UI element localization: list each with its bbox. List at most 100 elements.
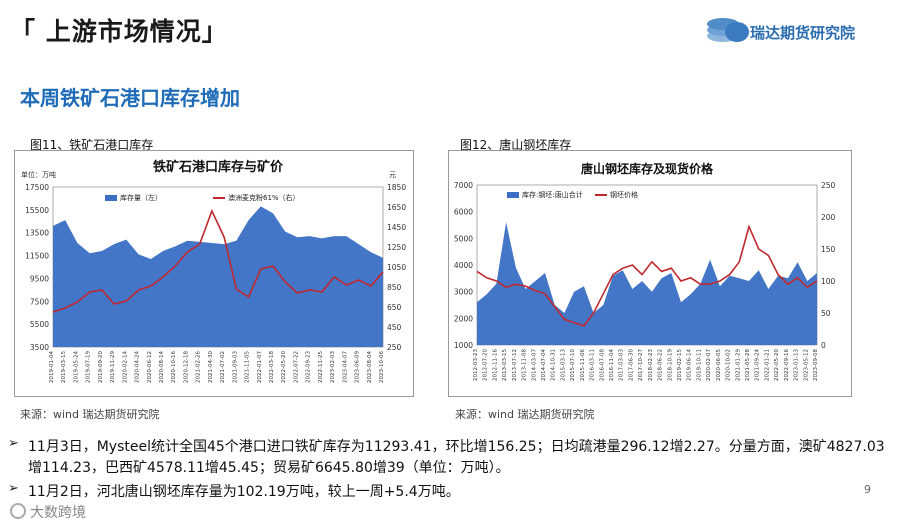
y2-tick-label: 1850 [387,183,406,192]
bullet-text: 11月2日，河北唐山钢坯库存量为102.19万吨，较上一周+5.4万吨。 [28,484,460,500]
x-tick-label: 2014-03-07 [531,349,537,381]
watermark-text: 大数跨境 [30,505,86,521]
x-tick-label: 2019-05-24 [73,351,79,383]
y-tick-label: 1000 [454,341,473,350]
y2-tick-label: 850 [387,283,402,292]
x-tick-label: 2015-11-06 [580,349,586,381]
legend-label: 澳洲麦克粉61%（右） [228,193,300,202]
figure-source-2: 来源：wind 瑞达期货研究院 [455,408,595,421]
x-tick-label: 2021-09-24 [755,349,761,381]
legend-label: 钢坯价格 [610,190,638,199]
x-tick-label: 2020-12-18 [183,351,189,383]
x-tick-label: 2021-04-30 [208,351,214,383]
slide-subtitle: 本周铁矿石港口库存增加 [20,86,240,110]
x-tick-label: 2022-09-23 [306,351,312,383]
y-tick-label: 2000 [454,314,473,323]
x-tick-label: 2023-02-03 [330,351,336,383]
chart-title: 铁矿石港口库存与矿价 [152,159,284,175]
x-tick-label: 2022-05-20 [774,349,780,381]
chart-panel-1: 铁矿石港口库存与矿价 单位：万吨 元 17500 15500 13500 11500 9500… [14,150,414,397]
y-tick-label: 3500 [30,343,49,352]
x-tick-label: 2020-08-14 [159,351,165,383]
x-tick-label: 2019-11-29 [110,351,116,383]
series-area [477,222,817,345]
x-tick-label: 2021-01-29 [735,349,741,381]
y-tick-label: 15500 [25,206,49,215]
y2-tick-label: 100 [821,277,836,286]
y-tick-label: 17500 [25,183,49,192]
y-tick-label: 13500 [25,229,49,238]
watermark: 大数跨境 [10,502,86,522]
x-tick-label: 2019-06-14 [687,349,693,381]
x-tick-label: 2022-01-21 [764,349,770,381]
y-tick-label: 4000 [454,261,473,270]
y-tick-label: 6000 [454,208,473,217]
x-tick-label: 2020-06-05 [716,349,722,381]
x-tick-label: 2018-06-22 [658,349,664,381]
legend-label: 库存量（左） [120,193,162,202]
legend-label: 库存:钢坯:唐山合计 [522,190,583,199]
x-tick-label: 2019-01-04 [49,351,55,383]
x-tick-label: 2020-06-12 [147,351,153,383]
x-tick-label: 2012-11-16 [492,349,498,381]
y-tick-label: 5500 [30,320,49,329]
x-tick-label: 2019-09-20 [98,351,104,383]
x-tick-label: 2012-03-23 [473,349,479,381]
y2-tick-label: 1250 [387,243,406,252]
x-tick-label: 2017-10-27 [638,349,644,381]
x-tick-label: 2019-10-11 [696,349,702,381]
series-line [476,224,818,327]
y2-tick-label: 150 [821,245,836,254]
chart-panel-2: 唐山钢坯库存及现货价格 7000 6000 5000 4000 3000 2000 1000 2… [448,150,852,397]
bullet-list: ➢ 11月3日，Mysteel统计全国45个港口进口铁矿库存为11293.41，… [8,436,888,502]
y-tick-label: 9500 [30,274,49,283]
x-tick-label: 2023-05-12 [803,349,809,381]
x-tick-label: 2017-06-30 [628,349,634,381]
x-tick-label: 2020-10-02 [726,349,732,381]
coin-stack-icon [707,18,749,42]
x-tick-label: 2019-07-19 [86,351,92,383]
x-tick-label: 2023-06-09 [355,351,361,383]
bullet-item: ➢ 11月3日，Mysteel统计全国45个港口进口铁矿库存为11293.41，… [8,436,888,478]
company-logo [705,10,885,50]
y2-tick-label: 250 [821,181,836,190]
watermark-logo-icon [10,503,26,519]
page-number: 9 [864,483,871,496]
y2-tick-label: 1650 [387,203,406,212]
y2-tick-label: 0 [821,341,826,350]
y2-tick-label: 200 [821,213,836,222]
arrow-bullet-icon: ➢ [8,481,19,496]
series-area [53,206,383,347]
section-title: 「 上游市场情况」 [10,17,228,46]
x-tick-label: 2022-05-20 [281,351,287,383]
series-line [52,208,384,313]
arrow-bullet-icon: ➢ [8,436,19,451]
x-tick-label: 2019-02-15 [677,349,683,381]
x-tick-label: 2013-11-08 [522,349,528,381]
x-tick-label: 2022-09-16 [784,349,790,381]
x-tick-label: 2020-10-16 [171,351,177,383]
x-tick-label: 2018-10-19 [667,349,673,381]
chart-title: 唐山钢坯库存及现货价格 [581,161,714,176]
x-tick-label: 2015-07-10 [570,349,576,381]
legend-swatch [105,195,117,201]
x-tick-label: 2016-03-11 [590,349,596,381]
bullet-text: 11月3日，Mysteel统计全国45个港口进口铁矿库存为11293.41，环比… [28,439,885,476]
x-tick-label: 2022-03-18 [269,351,275,383]
x-tick-label: 2022-07-22 [293,351,299,383]
left-axis-unit: 单位：万吨 [21,170,56,179]
figure-source-1: 来源：wind 瑞达期货研究院 [20,408,160,421]
figure-caption-1: 图11、铁矿石港口库存 [30,138,154,152]
logo-text: 瑞达期货研究院 [750,24,856,42]
y2-tick-label: 250 [387,343,402,352]
x-tick-label: 2023-01-13 [794,349,800,381]
y-tick-label: 5000 [454,234,473,243]
x-tick-label: 2021-02-26 [196,351,202,383]
y-tick-label: 7500 [30,297,49,306]
y-tick-label: 3000 [454,288,473,297]
y-tick-label: 7000 [454,181,473,190]
x-tick-label: 2021-07-02 [220,351,226,383]
x-tick-label: 2018-02-23 [648,349,654,381]
x-tick-label: 2013-07-12 [512,349,518,381]
